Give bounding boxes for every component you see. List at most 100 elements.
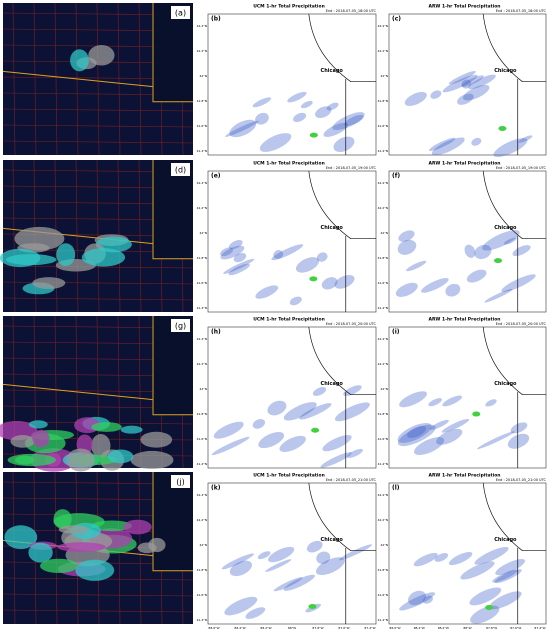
lon-label: 88.2°W (438, 626, 449, 630)
precip-blob (430, 90, 442, 99)
precip-blob (398, 230, 415, 242)
precip-blob (346, 448, 363, 458)
precip-blob (399, 592, 436, 611)
precip-blob (229, 119, 257, 138)
precip-blob (228, 240, 243, 250)
precip-blob (404, 91, 427, 106)
label-box (171, 319, 190, 332)
lake (153, 3, 193, 102)
lat-label: 42.4°N (378, 493, 388, 497)
lat-label: 42.2°N (378, 49, 388, 53)
panel-label: (d) (175, 166, 186, 175)
shoreline (482, 482, 546, 624)
precip-blob (316, 551, 331, 565)
shoreline (482, 13, 546, 155)
precip-blob (431, 137, 465, 156)
lake (153, 316, 193, 415)
precip-blob (474, 546, 509, 565)
panel-label: (f) (392, 173, 400, 180)
precip-blob (273, 250, 284, 259)
panel-title: ARW 1-hr Total Precipitation (428, 473, 500, 479)
precip-blob (255, 285, 279, 299)
radar-echo (40, 558, 78, 574)
radar-echo (10, 434, 35, 448)
shoreline (308, 170, 376, 312)
panel-title: ARW 1-hr Total Precipitation (428, 317, 500, 323)
county-line (96, 159, 100, 313)
panel-label: (i) (392, 329, 400, 336)
lon-label: 87.8°W (486, 626, 497, 630)
precip-blob (408, 590, 426, 606)
radar-echo (140, 431, 173, 448)
precip-blob (338, 544, 373, 561)
precip-blob (448, 552, 473, 566)
county-line (2, 297, 194, 301)
shoreline (308, 326, 376, 468)
radar-echo (107, 449, 134, 464)
lat-label: 42.4°N (378, 337, 388, 341)
lat-label: 41.6°N (378, 437, 388, 441)
shoreline (308, 482, 376, 624)
radar-echo (28, 420, 48, 429)
precip-core (308, 604, 317, 610)
lon-label: 88°W (288, 626, 296, 630)
radar-echo (56, 243, 76, 267)
precip-core (472, 411, 481, 417)
lat-label: 41.8°N (378, 99, 388, 103)
plot-area (207, 326, 377, 469)
panel-title: ARW 1-hr Total Precipitation (428, 4, 500, 10)
county-line (12, 2, 16, 156)
radar-echo (123, 519, 152, 535)
lat-label: 41.4°N (378, 618, 388, 622)
lon-label: 87.6°W (510, 626, 521, 630)
radar-echo (15, 455, 35, 465)
county-line (117, 315, 121, 469)
precip-blob (441, 418, 470, 433)
radar-echo (0, 248, 41, 268)
county-line (117, 2, 121, 156)
lon-label: 88°W (463, 626, 471, 630)
lat-label: 42°N (199, 74, 207, 78)
precip-blob (265, 559, 292, 572)
precip-blob (507, 433, 530, 449)
precip-blob (471, 137, 482, 146)
lat-label: 42.4°N (197, 24, 207, 28)
lat-label: 41.6°N (378, 124, 388, 128)
radar-panel: (j) (2, 471, 194, 625)
lat-label: 41.6°N (197, 124, 207, 128)
precip-blob (429, 137, 456, 151)
panel-label: (l) (392, 485, 400, 492)
precip-blob (413, 437, 445, 456)
panel-title: UCM 1-hr Total Precipitation (253, 317, 325, 323)
radar-echo (57, 542, 106, 552)
precip-blob (413, 552, 438, 567)
precip-blob (332, 112, 365, 131)
precip-blob (512, 245, 531, 257)
county-line (138, 159, 142, 313)
plot-area (388, 13, 547, 156)
precip-blob (299, 403, 332, 420)
city-label: Chicago (321, 537, 344, 543)
radar-echo (53, 509, 72, 529)
radar-echo (88, 45, 115, 66)
lat-label: 41.8°N (197, 412, 207, 416)
precip-blob (228, 263, 250, 276)
lake (153, 160, 193, 259)
precip-blob (466, 269, 487, 283)
city-label: Chicago (494, 381, 517, 387)
valid-time: End : 2018-07-05_18:00 UTC (326, 9, 377, 13)
lon-label: 88.6°W (389, 626, 400, 630)
precip-blob (470, 605, 500, 624)
lat-label: 41.6°N (197, 437, 207, 441)
precip-blob (477, 431, 515, 450)
lon-label: 88.4°W (234, 626, 245, 630)
lat-label: 42.2°N (378, 206, 388, 210)
shoreline (482, 170, 546, 312)
precip-blob (343, 385, 362, 396)
plot-area (388, 170, 547, 313)
lat-label: 41.8°N (197, 256, 207, 260)
lat-label: 41.4°N (378, 306, 388, 310)
